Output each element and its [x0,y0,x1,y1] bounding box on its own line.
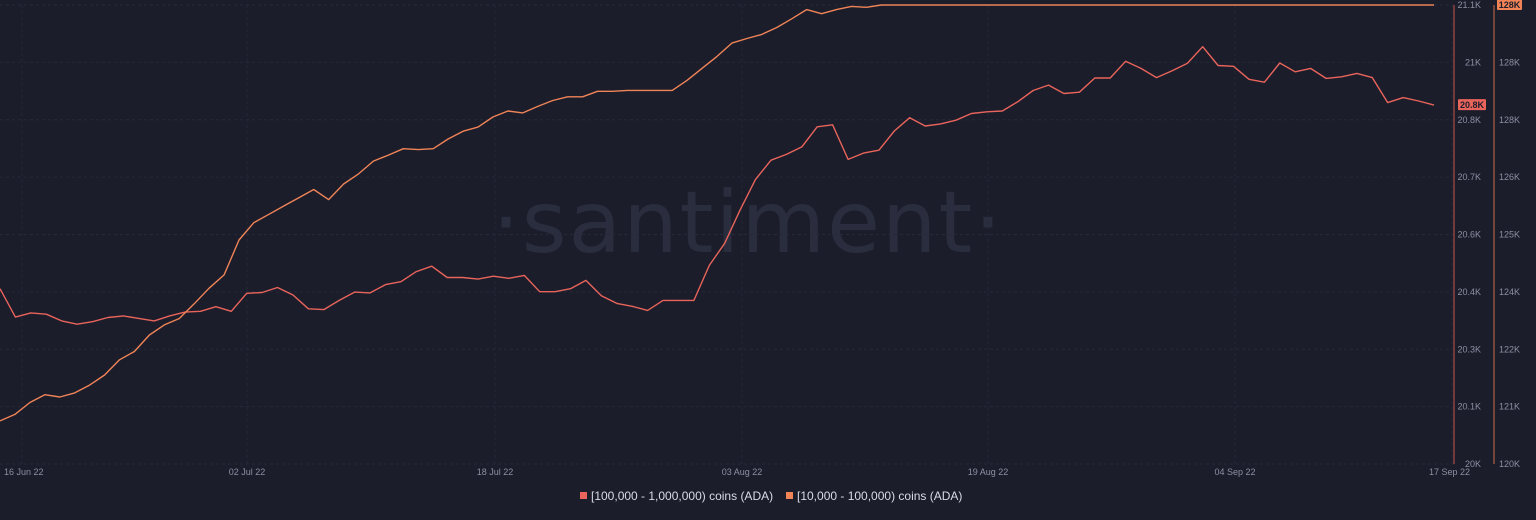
legend-swatch-2[interactable] [786,492,793,499]
last-value-tag-1 [1458,99,1486,111]
x-tick-label: 04 Sep 22 [1214,467,1255,477]
last-value-tags: 20.8K 128K [1458,0,1522,111]
series-line-2 [0,4,1434,422]
y-right-tick-label: 124K [1499,287,1520,297]
series-line-1 [0,46,1435,325]
x-tick-label: 03 Aug 22 [722,467,763,477]
x-tick-label: 18 Jul 22 [477,467,514,477]
y-left-tick-label: 21.1K [1457,0,1481,10]
y-left-tick-label: 20.4K [1457,287,1481,297]
x-tick-label: 16 Jun 22 [4,467,44,477]
y-left-tick-label: 21K [1465,57,1481,67]
y-right-tick-label: 120K [1499,459,1520,469]
axes [1453,5,1495,464]
legend-label-1[interactable]: [100,000 - 1,000,000) coins (ADA) [591,489,773,503]
legend-swatch-1[interactable] [580,492,587,499]
x-tick-label: 17 Sep 22 [1429,467,1470,477]
last-value-tag-2 [1497,0,1522,10]
y-left-tick-label: 20.6K [1457,230,1481,240]
x-axis-ticks: 16 Jun 22 02 Jul 22 18 Jul 22 03 Aug 22 19 A… [4,467,1470,477]
x-tick-label: 02 Jul 22 [229,467,266,477]
y-left-tick-label: 20.7K [1457,172,1481,182]
y-right-tick-label: 128K [1499,57,1520,67]
y-left-tick-label: 20.3K [1457,344,1481,354]
x-tick-label: 19 Aug 22 [968,467,1009,477]
series-layer [0,4,1435,422]
legend-label-2[interactable]: [10,000 - 100,000) coins (ADA) [797,489,962,503]
y-left-tick-label: 20K [1465,459,1481,469]
y-right-tick-label: 128K [1499,115,1520,125]
grid [0,4,1454,465]
legend[interactable]: [100,000 - 1,000,000) coins (ADA) [10,000… [580,489,962,503]
y-right-tick-label: 122K [1499,344,1520,354]
y-left-tick-label: 20.8K [1457,115,1481,125]
y-right-tick-label: 125K [1499,230,1520,240]
y-right-axis-ticks: 130K128K128K126K125K124K122K121K120K [1499,0,1520,469]
last-value-tag-label: 128K [1499,0,1521,10]
y-left-axis-ticks: 21.1K 21K 20.8K 20.7K 20.6K 20.4K 20.3K 20.1K 20… [1457,0,1481,469]
y-left-tick-label: 20.1K [1457,402,1481,412]
watermark: ·santiment· [492,173,1003,273]
y-right-tick-label: 126K [1499,172,1520,182]
last-value-tag-label: 20.8K [1460,100,1485,110]
y-right-tick-label: 121K [1499,402,1520,412]
